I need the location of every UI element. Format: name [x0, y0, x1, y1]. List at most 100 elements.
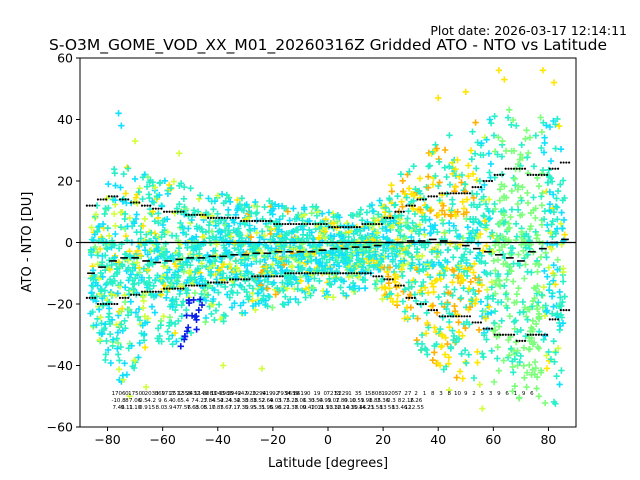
bin-stat-row2-5: 9 [158, 398, 162, 404]
scatter-point-1535 [345, 233, 352, 241]
scatter-point-35 [92, 211, 100, 218]
spread-lower-dot-4 [135, 293, 138, 296]
scatter-point-1221 [292, 295, 299, 303]
scatter-point-741 [211, 258, 219, 265]
scatter-point-1965 [419, 252, 426, 259]
scatter-point-644 [195, 195, 203, 202]
scatter-point-1264 [299, 226, 307, 233]
spread-upper-dot-37 [501, 173, 505, 176]
spread-lower-dot-12 [220, 281, 224, 284]
scatter-point-2496 [507, 213, 514, 221]
scatter-point-578 [185, 225, 192, 232]
scatter-point-2373 [486, 169, 493, 176]
x-tick-label-7: 60 [485, 432, 501, 447]
spread-upper-dot-40 [532, 173, 535, 176]
scatter-point-2 [88, 224, 95, 231]
spread-upper-dot-21 [320, 222, 323, 226]
spread-lower-dot-33 [457, 315, 460, 318]
scatter-point-2047 [431, 349, 438, 356]
spread-upper-dot-1 [99, 198, 102, 201]
scatter-point-540 [179, 255, 186, 262]
spread-lower-dot-4 [129, 293, 133, 296]
scatter-point-807 [222, 312, 229, 320]
spread-lower-dot-31 [432, 309, 436, 312]
spread-lower-dot-17 [273, 275, 276, 278]
scatter-point-2460 [501, 282, 508, 289]
scatter-point-1343 [313, 256, 320, 263]
spread-upper-dot-23 [347, 226, 350, 229]
spread-upper-dot-2 [116, 195, 119, 198]
spread-upper-dot-26 [372, 222, 375, 226]
bin-stat-row1-24: 19 [313, 391, 320, 397]
spread-upper-dot-41 [540, 173, 543, 176]
spread-lower-dot-4 [138, 293, 141, 296]
scatter-outlier-2821 [258, 365, 266, 372]
bin-stat-row1-29: 35 [355, 391, 362, 397]
scatter-point-1138 [279, 279, 286, 286]
scatter-point-2472 [502, 147, 510, 155]
scatter-point-1240 [295, 299, 302, 306]
spread-lower-dot-25 [366, 272, 370, 275]
scatter-point-151 [111, 277, 118, 285]
scatter-outlier-2824 [495, 67, 503, 74]
scatter-point-305 [137, 252, 144, 259]
scatter-point-267 [131, 357, 138, 364]
scatter-point-558 [181, 183, 188, 191]
scatter-point-111 [106, 310, 113, 317]
scatter-point-88 [101, 210, 108, 218]
spread-upper-dot-25 [364, 222, 367, 226]
spread-lower-dot-9 [190, 284, 193, 287]
scatter-point-1694 [373, 285, 380, 292]
spread-lower-dot-7 [165, 287, 168, 290]
scatter-point-571 [183, 312, 190, 319]
scatter-point-1823 [393, 298, 401, 305]
spread-lower-dot-38 [507, 333, 510, 336]
spread-upper-dot-29 [410, 204, 414, 207]
scatter-point-2535 [513, 122, 520, 129]
scatter-point-2129 [446, 132, 453, 139]
spread-lower-dot-19 [300, 272, 303, 275]
scatter-point-16 [89, 267, 97, 274]
scatter-point-2308 [475, 240, 482, 247]
scatter-point-1275 [301, 206, 308, 213]
scatter-point-2397 [490, 378, 498, 386]
scatter-point-1782 [388, 182, 395, 189]
spread-lower-dot-43 [559, 309, 562, 312]
spread-lower-dot-13 [237, 278, 240, 281]
scatter-point-451 [162, 249, 170, 256]
scatter-point-2508 [508, 206, 516, 213]
scatter-point-86 [101, 287, 109, 294]
spread-lower-dot-42 [548, 318, 551, 321]
spread-upper-dot-21 [322, 222, 325, 226]
scatter-point-386 [151, 230, 159, 237]
spread-lower-dot-38 [512, 333, 516, 336]
scatter-point-2099 [441, 290, 448, 297]
scatter-point-438 [160, 263, 167, 270]
spread-upper-dot-36 [482, 179, 485, 183]
scatter-point-555 [180, 268, 187, 275]
spread-upper-dot-22 [331, 226, 334, 229]
spread-lower-dot-37 [499, 333, 502, 336]
scatter-point-2007 [425, 173, 432, 180]
spread-lower-dot-16 [264, 275, 268, 278]
scatter-point-104 [103, 280, 111, 287]
scatter-point-1027 [261, 203, 268, 211]
scatter-point-2380 [488, 347, 495, 354]
scatter-point-2036 [430, 288, 437, 296]
scatter-point-8 [88, 282, 95, 289]
scatter-point-164 [115, 245, 123, 252]
scatter-point-1302 [306, 217, 313, 225]
scatter-point-728 [208, 212, 216, 219]
scatter-point-2771 [553, 195, 560, 202]
spread-upper-dot-2 [107, 195, 111, 198]
scatter-point-2114 [443, 283, 450, 291]
spread-upper-dot-33 [457, 192, 460, 195]
spread-upper-dot-0 [91, 204, 94, 207]
scatter-point-2291 [473, 165, 480, 172]
spread-upper-dot-20 [308, 222, 312, 226]
scatter-point-1591 [354, 238, 362, 245]
scatter-point-625 [193, 233, 200, 240]
spread-lower-dot-37 [493, 333, 496, 336]
spread-upper-dot-40 [534, 173, 538, 176]
spread-lower-dot-29 [408, 296, 411, 299]
